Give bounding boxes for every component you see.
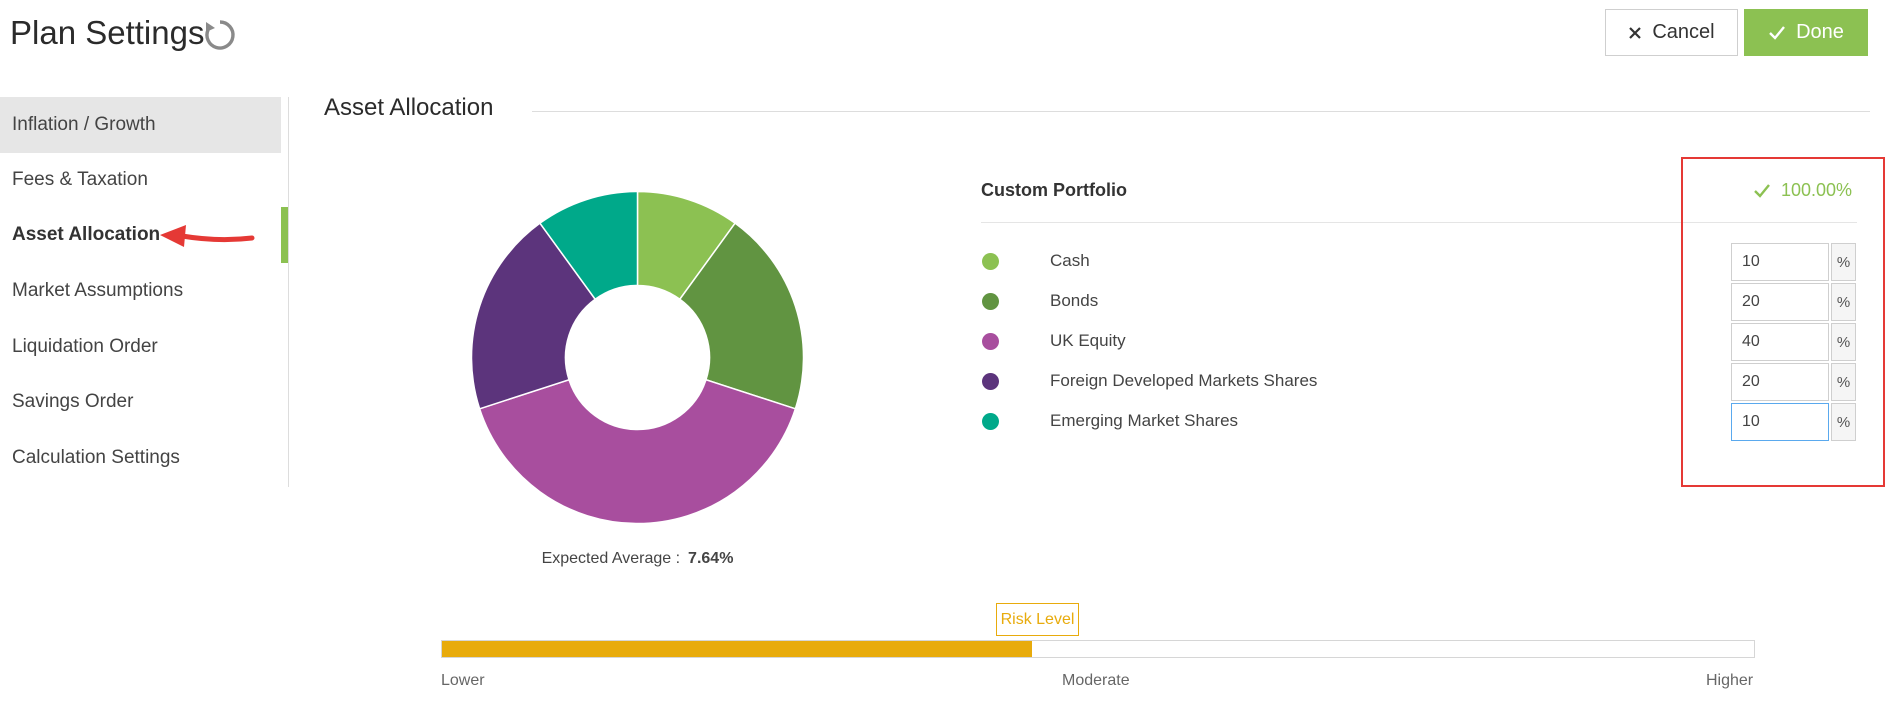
allocation-row-foreign-developed: Foreign Developed Markets Shares % bbox=[981, 363, 1856, 401]
done-label: Done bbox=[1796, 21, 1844, 43]
highlight-annotation-box bbox=[1681, 157, 1885, 487]
sidebar-item-label: Savings Order bbox=[12, 391, 134, 412]
risk-level-label: Risk Level bbox=[996, 603, 1079, 636]
allocation-row-bonds: Bonds % bbox=[981, 283, 1856, 321]
portfolio-total-value: 100.00% bbox=[1781, 180, 1853, 200]
allocation-row-emerging-markets: Emerging Market Shares % bbox=[981, 403, 1856, 441]
allocation-input-cash[interactable] bbox=[1731, 243, 1829, 281]
risk-level-bar bbox=[441, 640, 1755, 658]
legend-dot bbox=[982, 253, 999, 270]
allocation-input-emerging-markets[interactable] bbox=[1731, 403, 1829, 441]
percent-addon: % bbox=[1831, 283, 1856, 321]
donut-slice-uk-equity bbox=[478, 378, 797, 525]
allocation-label: Foreign Developed Markets Shares bbox=[1050, 371, 1318, 390]
risk-lower-label: Lower bbox=[441, 672, 485, 689]
allocation-row-cash: Cash % bbox=[981, 243, 1856, 281]
allocation-label: Cash bbox=[1050, 251, 1090, 270]
portfolio-total: 100.00% bbox=[1753, 180, 1852, 201]
sidebar-item-calculation-settings[interactable]: Calculation Settings bbox=[0, 430, 281, 486]
sidebar-item-savings-order[interactable]: Savings Order bbox=[0, 374, 281, 430]
cancel-label: Cancel bbox=[1652, 21, 1715, 43]
donut-slice-bonds bbox=[678, 222, 805, 410]
arrow-annotation-icon bbox=[160, 225, 255, 247]
expected-average: Expected Average : 7.64% bbox=[460, 550, 815, 568]
check-icon bbox=[1754, 183, 1770, 198]
sidebar-item-label: Liquidation Order bbox=[12, 336, 158, 357]
allocation-label: UK Equity bbox=[1050, 331, 1126, 350]
sidebar-item-label: Inflation / Growth bbox=[12, 114, 156, 135]
check-icon bbox=[1769, 25, 1786, 40]
risk-level-fill bbox=[442, 641, 1033, 657]
percent-addon: % bbox=[1831, 243, 1856, 281]
page-title: Plan Settings bbox=[10, 14, 205, 51]
sidebar-item-market-assumptions[interactable]: Market Assumptions bbox=[0, 263, 281, 319]
sidebar-item-label: Asset Allocation bbox=[12, 224, 161, 245]
percent-addon: % bbox=[1831, 363, 1856, 401]
active-indicator bbox=[281, 207, 288, 263]
sidebar-item-label: Fees & Taxation bbox=[12, 169, 148, 190]
allocation-label: Bonds bbox=[1050, 291, 1099, 310]
percent-addon: % bbox=[1831, 403, 1856, 441]
risk-higher-label: Higher bbox=[1706, 672, 1754, 689]
done-button[interactable]: Done bbox=[1744, 9, 1868, 56]
sidebar-item-inflation-growth[interactable]: Inflation / Growth bbox=[0, 97, 281, 153]
sidebar-item-fees-taxation[interactable]: Fees & Taxation bbox=[0, 152, 281, 208]
portfolio-title: Custom Portfolio bbox=[981, 180, 1127, 200]
sidebar-item-label: Market Assumptions bbox=[12, 280, 184, 301]
sidebar-item-label: Calculation Settings bbox=[12, 447, 180, 468]
expected-average-label: Expected Average : bbox=[541, 550, 681, 567]
legend-dot bbox=[982, 333, 999, 350]
allocation-input-uk-equity[interactable] bbox=[1731, 323, 1829, 361]
sidebar-item-liquidation-order[interactable]: Liquidation Order bbox=[0, 319, 281, 375]
allocation-row-uk-equity: UK Equity % bbox=[981, 323, 1856, 361]
donut-slice-foreign-developed-markets-shares bbox=[470, 222, 597, 410]
legend-dot bbox=[982, 293, 999, 310]
percent-addon: % bbox=[1831, 323, 1856, 361]
allocation-input-bonds[interactable] bbox=[1731, 283, 1829, 321]
expected-average-value: 7.64% bbox=[688, 550, 734, 567]
sidebar-item-asset-allocation[interactable]: Asset Allocation bbox=[0, 207, 281, 263]
portfolio-divider bbox=[981, 222, 1857, 223]
allocation-input-foreign-developed[interactable] bbox=[1731, 363, 1829, 401]
risk-moderate-label: Moderate bbox=[1062, 672, 1130, 689]
donut-slice-emerging-market-shares bbox=[538, 190, 639, 301]
section-divider bbox=[532, 111, 1870, 112]
close-icon bbox=[1629, 26, 1642, 39]
legend-dot bbox=[982, 373, 999, 390]
allocation-label: Emerging Market Shares bbox=[1050, 411, 1239, 430]
section-title: Asset Allocation bbox=[324, 94, 494, 121]
sidebar-nav: Inflation / Growth Fees & Taxation Asset… bbox=[0, 97, 289, 487]
legend-dot bbox=[982, 413, 999, 430]
refresh-icon[interactable] bbox=[203, 18, 237, 52]
cancel-button[interactable]: Cancel bbox=[1605, 9, 1738, 56]
allocation-donut-chart bbox=[470, 190, 805, 525]
